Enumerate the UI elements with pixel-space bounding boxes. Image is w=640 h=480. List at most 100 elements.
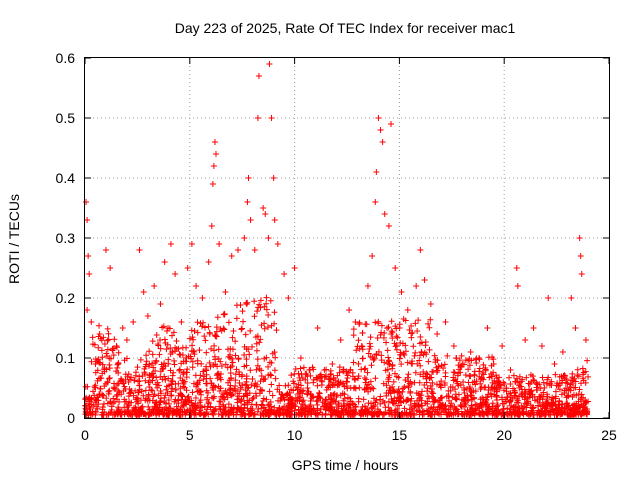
data-point [232, 377, 239, 384]
data-point [230, 411, 237, 418]
data-point [203, 363, 210, 370]
data-point [115, 387, 122, 394]
data-point [105, 390, 112, 397]
data-point [380, 411, 387, 418]
data-point [285, 295, 292, 301]
data-point [96, 359, 103, 366]
data-point [411, 352, 418, 359]
data-point [273, 411, 280, 418]
data-point [227, 354, 234, 361]
data-point [123, 337, 130, 343]
data-point [352, 411, 359, 418]
data-point [115, 380, 122, 387]
data-point [514, 411, 521, 418]
data-point [377, 400, 384, 407]
data-point [544, 391, 551, 398]
data-point [410, 343, 417, 350]
data-point [454, 380, 461, 387]
data-point [573, 402, 580, 409]
data-point [205, 259, 212, 265]
data-point [86, 271, 93, 277]
data-point [504, 393, 511, 400]
data-point [227, 409, 234, 416]
data-point [330, 398, 337, 405]
data-point [115, 369, 122, 376]
data-point [88, 319, 95, 325]
data-point [434, 367, 441, 374]
data-point [265, 363, 272, 370]
data-point [316, 390, 323, 397]
data-point [201, 403, 208, 410]
data-point [218, 362, 225, 369]
data-point [367, 378, 374, 385]
data-point [400, 385, 407, 392]
data-point [580, 409, 587, 416]
data-point [272, 375, 279, 382]
data-point [204, 389, 211, 396]
data-point [399, 388, 406, 395]
data-point [417, 247, 424, 253]
data-point [445, 393, 452, 400]
data-point [183, 408, 190, 415]
data-point [265, 411, 272, 418]
data-point [355, 360, 362, 367]
data-point [565, 393, 572, 400]
data-point [506, 390, 513, 397]
data-point [562, 385, 569, 392]
data-point [292, 397, 299, 404]
data-point [495, 379, 502, 386]
data-point [384, 366, 391, 373]
data-point [400, 398, 407, 405]
data-point [574, 366, 581, 373]
data-point [217, 376, 224, 383]
data-point [126, 386, 133, 393]
data-point [251, 382, 258, 389]
data-point [245, 175, 252, 181]
data-point [261, 376, 268, 383]
data-point [499, 343, 506, 349]
data-point [113, 393, 120, 400]
data-point [552, 393, 559, 400]
data-point [260, 205, 267, 211]
data-point [363, 376, 370, 383]
data-point [370, 395, 377, 402]
data-point [359, 330, 366, 337]
data-point [494, 388, 501, 395]
data-point [323, 366, 330, 373]
data-point [392, 343, 399, 350]
data-point [238, 325, 245, 332]
data-point [197, 320, 204, 327]
data-point [262, 411, 269, 418]
data-point [373, 410, 380, 417]
data-point [282, 382, 289, 389]
data-point [240, 318, 247, 325]
data-point [383, 389, 390, 396]
data-point [150, 370, 157, 377]
data-point [385, 398, 392, 405]
data-point [412, 349, 419, 356]
data-point [107, 398, 114, 405]
data-point [423, 370, 430, 377]
data-point [157, 388, 164, 395]
data-point [570, 411, 577, 418]
data-point [310, 376, 317, 383]
data-point [370, 403, 377, 410]
data-point [433, 381, 440, 388]
data-point [450, 343, 457, 349]
data-point [389, 335, 396, 342]
data-point [294, 386, 301, 393]
data-point [198, 323, 205, 330]
data-point [329, 361, 336, 367]
data-point [188, 241, 195, 247]
data-point [578, 380, 585, 387]
data-point [442, 369, 449, 376]
data-point [163, 328, 170, 335]
data-point [441, 379, 448, 386]
data-point [360, 396, 367, 403]
data-point [385, 357, 392, 364]
y-tick-label: 0.6 [56, 50, 76, 66]
data-point [247, 367, 254, 374]
data-point [375, 320, 382, 327]
data-point [135, 378, 142, 385]
data-point [372, 375, 379, 382]
